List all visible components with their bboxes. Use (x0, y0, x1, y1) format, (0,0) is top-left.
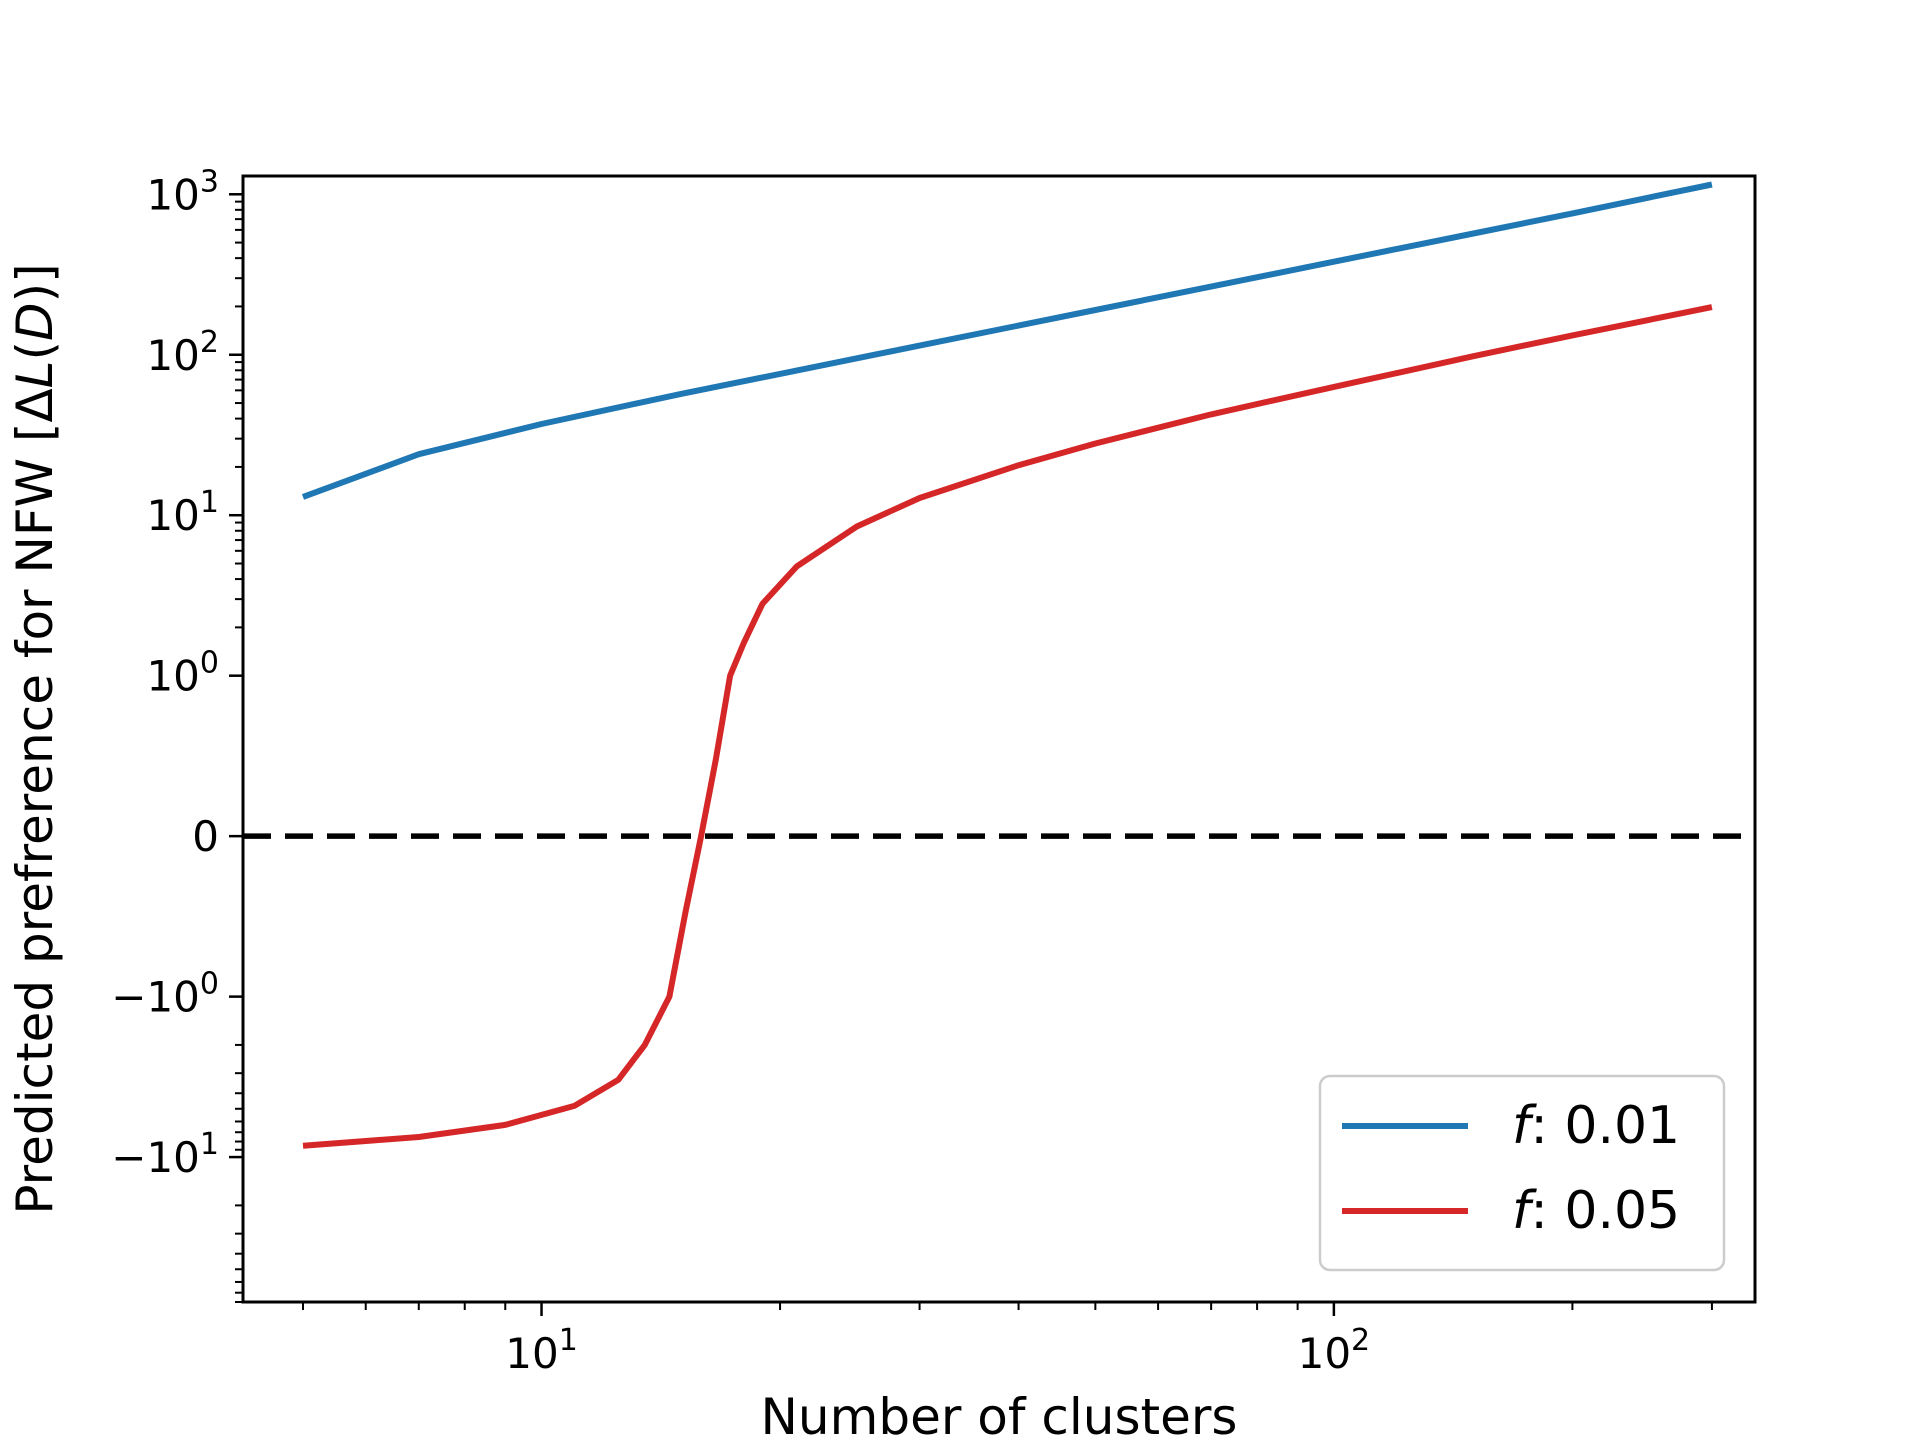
y-tick-label: −100 (111, 967, 219, 1022)
axes-layer (241, 174, 1757, 1304)
legend: f: 0.01 f: 0.05 (1318, 1074, 1726, 1272)
x-axis-label: Number of clusters (761, 1388, 1238, 1440)
x-tick-label: 101 (505, 1323, 578, 1378)
tick-layer: 101 102 −101 −100 0 100 101 102 103 (111, 164, 1713, 1378)
y-tick-label: 101 (146, 485, 219, 540)
plot-frame (241, 174, 1757, 1304)
plot-layer (243, 181, 1755, 1149)
legend-label-2: f: 0.05 (1512, 1181, 1680, 1241)
y-tick-label: −101 (111, 1127, 219, 1182)
x-tick-label: 102 (1298, 1323, 1371, 1378)
legend-label-1: f: 0.01 (1512, 1096, 1680, 1156)
y-axis-label: Predicted prefrerence for NFW [ΔL(D)] (6, 263, 64, 1214)
y-tick-label: 100 (146, 646, 219, 701)
series-line-2 (302, 304, 1713, 1149)
y-tick-label: 102 (146, 325, 219, 380)
series-line-1 (301, 181, 1713, 500)
y-tick-label: 103 (146, 164, 219, 219)
y-tick-label: 0 (192, 812, 219, 861)
